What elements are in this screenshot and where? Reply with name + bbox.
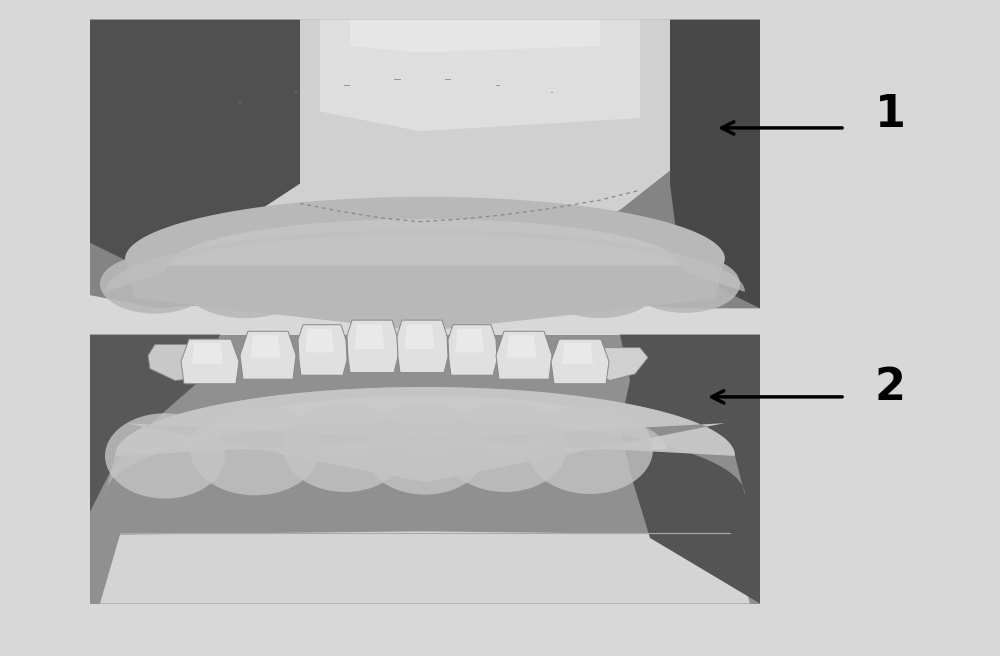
Text: 2: 2 (875, 365, 906, 409)
Polygon shape (585, 348, 648, 380)
Polygon shape (562, 342, 593, 363)
Polygon shape (115, 387, 735, 482)
Polygon shape (90, 20, 760, 308)
Polygon shape (250, 335, 280, 358)
Polygon shape (347, 320, 398, 373)
Ellipse shape (283, 403, 407, 492)
Polygon shape (496, 331, 552, 379)
Ellipse shape (280, 260, 390, 320)
Polygon shape (305, 329, 334, 352)
Polygon shape (250, 20, 670, 249)
Polygon shape (148, 344, 220, 380)
Ellipse shape (105, 413, 225, 499)
Polygon shape (90, 20, 300, 295)
Ellipse shape (527, 405, 653, 494)
Ellipse shape (100, 255, 210, 314)
Polygon shape (181, 339, 239, 384)
Ellipse shape (630, 255, 740, 313)
Text: 1: 1 (875, 93, 906, 136)
Polygon shape (100, 531, 750, 604)
Polygon shape (90, 335, 220, 604)
Polygon shape (192, 342, 223, 363)
Polygon shape (620, 335, 760, 604)
Polygon shape (506, 335, 536, 358)
Polygon shape (90, 335, 760, 604)
Polygon shape (404, 324, 434, 349)
Ellipse shape (443, 403, 567, 492)
Polygon shape (105, 230, 745, 292)
Polygon shape (551, 339, 609, 384)
Ellipse shape (367, 260, 483, 323)
Ellipse shape (542, 255, 658, 318)
Polygon shape (455, 329, 484, 352)
Ellipse shape (363, 403, 487, 495)
Polygon shape (125, 197, 725, 331)
Polygon shape (240, 331, 296, 379)
Ellipse shape (190, 403, 320, 495)
Polygon shape (105, 387, 745, 495)
Polygon shape (183, 396, 667, 449)
Ellipse shape (460, 260, 570, 320)
Polygon shape (670, 20, 760, 308)
Polygon shape (397, 320, 448, 373)
Polygon shape (354, 324, 384, 349)
Polygon shape (170, 219, 680, 266)
Ellipse shape (185, 255, 305, 318)
Polygon shape (350, 20, 600, 52)
Polygon shape (298, 325, 347, 375)
Polygon shape (448, 325, 497, 375)
Polygon shape (320, 20, 640, 131)
